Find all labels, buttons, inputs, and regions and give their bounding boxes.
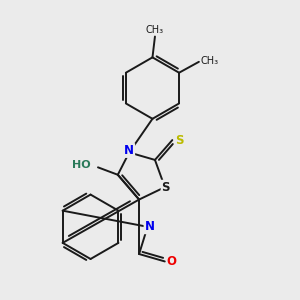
Text: CH₃: CH₃ [200,56,218,66]
Text: N: N [145,220,154,233]
Text: S: S [175,134,184,147]
Text: O: O [167,255,177,268]
Text: S: S [162,181,170,194]
Text: N: N [124,144,134,157]
Text: CH₃: CH₃ [146,25,164,34]
Text: HO: HO [72,160,91,170]
